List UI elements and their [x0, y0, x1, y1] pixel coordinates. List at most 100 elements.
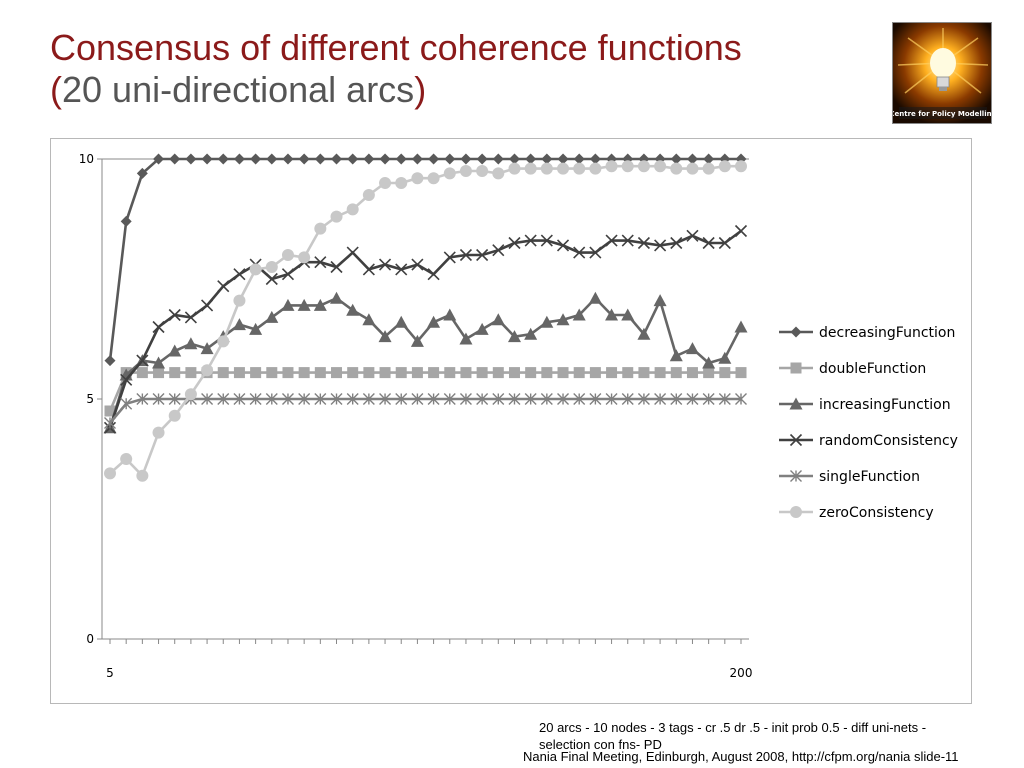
data-point-decreasingFunction	[233, 153, 245, 165]
data-point-singleFunction	[589, 393, 602, 405]
data-point-singleFunction	[735, 393, 747, 405]
data-point-singleFunction	[686, 393, 699, 405]
data-point-singleFunction	[201, 393, 214, 405]
legend-label-singleFunction: singleFunction	[819, 469, 920, 485]
data-point-zeroConsistency	[427, 172, 440, 185]
data-point-singleFunction	[654, 393, 667, 405]
data-point-increasingFunction	[394, 315, 408, 328]
data-point-doubleFunction	[573, 367, 585, 379]
data-point-decreasingFunction	[703, 153, 715, 165]
data-point-randomConsistency	[217, 280, 230, 293]
data-point-zeroConsistency	[233, 294, 246, 307]
data-point-increasingFunction	[459, 332, 473, 345]
slide-title: Consensus of different coherence functio…	[50, 28, 742, 112]
footer: Nania Final Meeting, Edinburgh, August 2…	[523, 749, 959, 764]
data-point-doubleFunction	[104, 405, 116, 417]
data-point-randomConsistency	[330, 260, 343, 274]
data-point-decreasingFunction	[444, 153, 456, 165]
data-point-decreasingFunction	[217, 153, 229, 165]
data-point-doubleFunction	[622, 367, 634, 379]
data-point-randomConsistency	[427, 268, 440, 281]
legend-marker-randomConsistency	[789, 433, 803, 447]
data-point-increasingFunction	[669, 349, 683, 362]
legend-marker-decreasingFunction	[790, 326, 802, 338]
legend-marker-increasingFunction	[789, 397, 803, 410]
data-point-doubleFunction	[250, 367, 262, 379]
line-chart: 0 5 10 5 200 decreasingFunction doubleFunction…	[79, 152, 958, 680]
data-point-increasingFunction	[653, 294, 667, 307]
data-point-decreasingFunction	[201, 153, 213, 165]
data-point-increasingFunction	[346, 303, 360, 316]
data-point-zeroConsistency	[184, 388, 197, 401]
data-point-randomConsistency	[233, 268, 246, 281]
data-point-increasingFunction	[621, 308, 635, 321]
data-point-doubleFunction	[331, 367, 343, 379]
series-line-singleFunction	[109, 397, 741, 424]
title-subtitle: (20 uni-directional arcs)	[50, 68, 742, 112]
data-point-randomConsistency	[411, 258, 424, 271]
series-line-zeroConsistency	[109, 164, 741, 479]
data-point-zeroConsistency	[573, 162, 586, 175]
data-point-increasingFunction	[362, 313, 376, 326]
data-point-doubleFunction	[638, 367, 650, 379]
data-point-doubleFunction	[606, 367, 618, 379]
x-tick-label: 200	[730, 666, 753, 680]
data-point-randomConsistency	[201, 299, 214, 312]
data-point-doubleFunction	[266, 367, 278, 379]
data-point-singleFunction	[621, 393, 634, 405]
data-point-increasingFunction	[524, 327, 538, 340]
data-point-randomConsistency	[395, 263, 408, 276]
data-point-randomConsistency	[152, 320, 165, 334]
series-line-randomConsistency	[108, 229, 742, 429]
data-point-increasingFunction	[605, 308, 619, 321]
data-point-singleFunction	[379, 393, 392, 405]
data-point-increasingFunction	[540, 315, 554, 328]
data-point-singleFunction	[540, 393, 553, 405]
data-point-singleFunction	[605, 393, 618, 405]
data-point-zeroConsistency	[443, 167, 456, 180]
data-point-randomConsistency	[637, 236, 650, 250]
data-point-increasingFunction	[588, 291, 602, 304]
data-point-zeroConsistency	[314, 222, 327, 235]
data-point-singleFunction	[104, 417, 116, 429]
data-point-randomConsistency	[605, 234, 618, 247]
data-point-increasingFunction	[475, 322, 489, 335]
data-point-randomConsistency	[443, 251, 456, 264]
data-point-randomConsistency	[136, 354, 149, 367]
legend-label-randomConsistency: randomConsistency	[819, 433, 958, 449]
subtitle-text: 20 uni-directional arcs	[62, 69, 415, 110]
data-point-zeroConsistency	[362, 189, 375, 201]
data-point-decreasingFunction	[331, 153, 343, 165]
data-point-randomConsistency	[492, 244, 505, 257]
data-point-increasingFunction	[572, 308, 586, 321]
cfpm-logo: Centre for Policy Modelling	[892, 22, 992, 124]
data-point-singleFunction	[670, 393, 683, 405]
data-point-zeroConsistency	[265, 261, 278, 273]
data-point-decreasingFunction	[395, 153, 407, 165]
data-point-decreasingFunction	[428, 153, 440, 165]
data-point-doubleFunction	[444, 367, 456, 379]
data-point-doubleFunction	[508, 367, 520, 379]
data-point-singleFunction	[492, 393, 505, 405]
subtitle-open-paren: (	[50, 69, 62, 110]
data-point-decreasingFunction	[686, 153, 698, 165]
data-point-increasingFunction	[168, 344, 182, 357]
data-point-zeroConsistency	[249, 263, 262, 276]
data-point-doubleFunction	[460, 367, 472, 379]
legend-label-decreasingFunction: decreasingFunction	[819, 325, 955, 341]
data-point-zeroConsistency	[718, 160, 731, 173]
data-point-decreasingFunction	[508, 153, 520, 165]
data-point-randomConsistency	[314, 256, 327, 269]
legend-label-doubleFunction: doubleFunction	[819, 361, 926, 377]
data-point-zeroConsistency	[735, 160, 747, 173]
data-point-singleFunction	[362, 393, 375, 405]
data-point-decreasingFunction	[460, 153, 472, 165]
data-point-zeroConsistency	[654, 160, 667, 173]
data-point-zeroConsistency	[508, 162, 521, 175]
data-point-increasingFunction	[313, 298, 327, 311]
data-point-singleFunction	[298, 393, 311, 405]
data-point-randomConsistency	[184, 311, 197, 324]
data-point-doubleFunction	[153, 367, 165, 379]
data-point-zeroConsistency	[589, 162, 602, 175]
data-point-decreasingFunction	[136, 167, 148, 179]
